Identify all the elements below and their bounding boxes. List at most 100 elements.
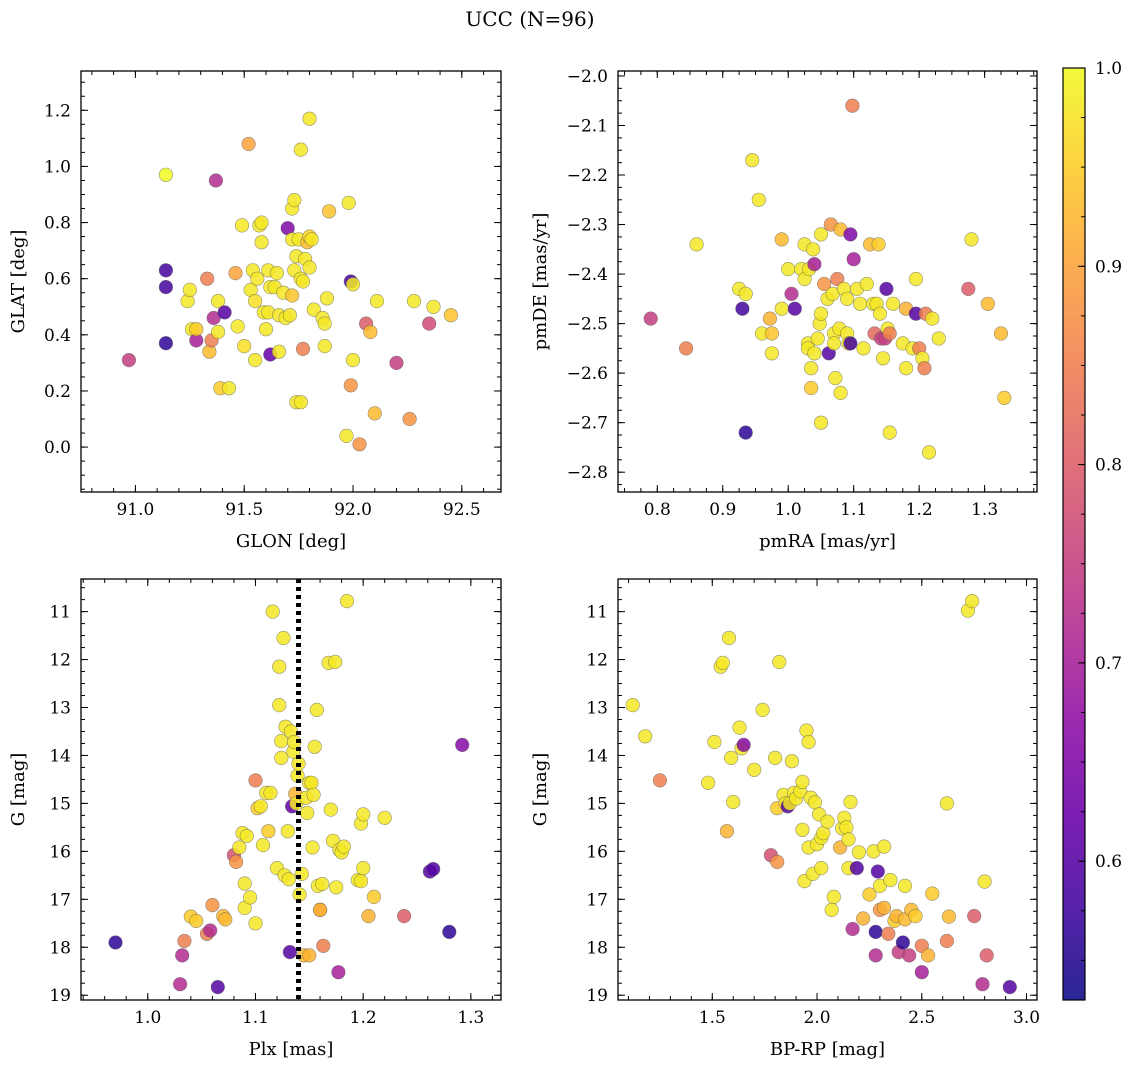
data-point xyxy=(343,378,358,393)
x-tick-label: 1.1 xyxy=(242,1008,269,1028)
data-point xyxy=(221,381,237,396)
x-tick-label: 1.1 xyxy=(840,500,867,520)
data-point xyxy=(205,897,220,913)
data-point xyxy=(282,308,298,323)
y-axis-label: G [mag] xyxy=(530,753,551,826)
data-point xyxy=(363,324,378,340)
data-point xyxy=(258,322,274,337)
data-point xyxy=(237,339,252,354)
data-point xyxy=(980,296,996,311)
data-point xyxy=(322,204,337,219)
data-point xyxy=(931,331,946,346)
data-point xyxy=(917,361,932,376)
data-point xyxy=(908,271,924,287)
figure-title: UCC (N=96) xyxy=(465,7,594,31)
data-point xyxy=(316,938,331,953)
data-point xyxy=(843,794,858,810)
data-point xyxy=(276,630,291,646)
data-point xyxy=(870,864,885,879)
data-point xyxy=(879,281,894,297)
data-point xyxy=(738,425,753,440)
y-tick-label: −2.1 xyxy=(567,116,608,136)
y-tick-label: −2.8 xyxy=(567,463,608,483)
data-point xyxy=(293,395,308,410)
x-tick-label: 1.2 xyxy=(906,500,933,520)
data-point xyxy=(843,227,858,242)
x-axis-label: GLON [deg] xyxy=(236,531,346,552)
data-point xyxy=(339,428,354,444)
data-point xyxy=(875,351,891,366)
data-point xyxy=(345,353,361,368)
data-point xyxy=(997,390,1012,406)
data-point xyxy=(323,802,338,817)
data-point xyxy=(807,346,822,361)
data-point xyxy=(781,262,796,277)
data-point xyxy=(285,288,300,303)
data-point xyxy=(250,271,265,286)
y-tick-label: 0.8 xyxy=(44,214,71,234)
data-point xyxy=(218,912,233,927)
y-tick-label: 14 xyxy=(49,746,71,766)
data-point xyxy=(871,237,886,252)
data-point xyxy=(293,142,308,157)
data-point xyxy=(707,734,722,750)
data-point xyxy=(237,876,252,891)
data-point xyxy=(964,593,980,609)
data-point xyxy=(721,630,737,646)
points xyxy=(625,593,1017,995)
data-point xyxy=(271,344,287,359)
data-point xyxy=(882,425,897,440)
data-point xyxy=(307,739,322,754)
data-point xyxy=(203,923,218,938)
data-point xyxy=(625,697,640,713)
colorbar-tick-label: 0.7 xyxy=(1095,654,1122,674)
y-tick-label: 12 xyxy=(586,651,608,671)
data-point xyxy=(774,301,789,316)
y-axis-label: G [mag] xyxy=(8,753,29,826)
data-point xyxy=(295,274,311,289)
data-point xyxy=(643,311,658,326)
data-point xyxy=(849,860,864,876)
x-tick-label: 91.5 xyxy=(225,500,263,520)
data-point xyxy=(846,252,861,267)
data-point xyxy=(908,908,923,924)
x-tick-label: 91.0 xyxy=(116,500,154,520)
data-point xyxy=(315,876,330,892)
data-point xyxy=(747,762,762,777)
data-point xyxy=(177,933,192,949)
data-point xyxy=(795,822,810,837)
panel-3: 1.0 1.1 1.2 1.3 11 12 13 14 15 16 17 18 19 Plx [mas] G… xyxy=(8,578,502,1060)
data-point xyxy=(361,908,376,924)
x-tick-label: 1.0 xyxy=(134,1008,161,1028)
data-point xyxy=(883,872,898,888)
y-tick-label: 19 xyxy=(49,986,71,1006)
data-point xyxy=(961,281,976,297)
data-point xyxy=(377,810,392,825)
data-point xyxy=(993,326,1009,341)
data-point xyxy=(882,326,897,341)
data-point xyxy=(826,889,841,905)
data-point xyxy=(784,754,800,769)
y-tick-label: 12 xyxy=(49,651,71,671)
data-point xyxy=(810,331,825,346)
data-point xyxy=(189,913,204,929)
data-point xyxy=(1002,979,1017,995)
data-point xyxy=(885,296,901,311)
data-point xyxy=(826,336,842,351)
data-point xyxy=(735,301,750,316)
data-point xyxy=(248,353,263,368)
data-point xyxy=(158,263,173,278)
data-point xyxy=(902,948,917,963)
y-tick-label: 1.2 xyxy=(44,101,71,121)
data-point xyxy=(121,353,136,368)
data-point xyxy=(422,316,437,331)
data-point xyxy=(845,921,860,937)
data-point xyxy=(369,294,385,309)
data-point xyxy=(305,840,320,855)
data-point xyxy=(304,232,319,247)
data-point xyxy=(173,977,188,992)
data-point xyxy=(820,814,835,829)
data-point xyxy=(175,948,190,963)
y-tick-label: 13 xyxy=(586,699,608,719)
data-point xyxy=(700,775,716,790)
